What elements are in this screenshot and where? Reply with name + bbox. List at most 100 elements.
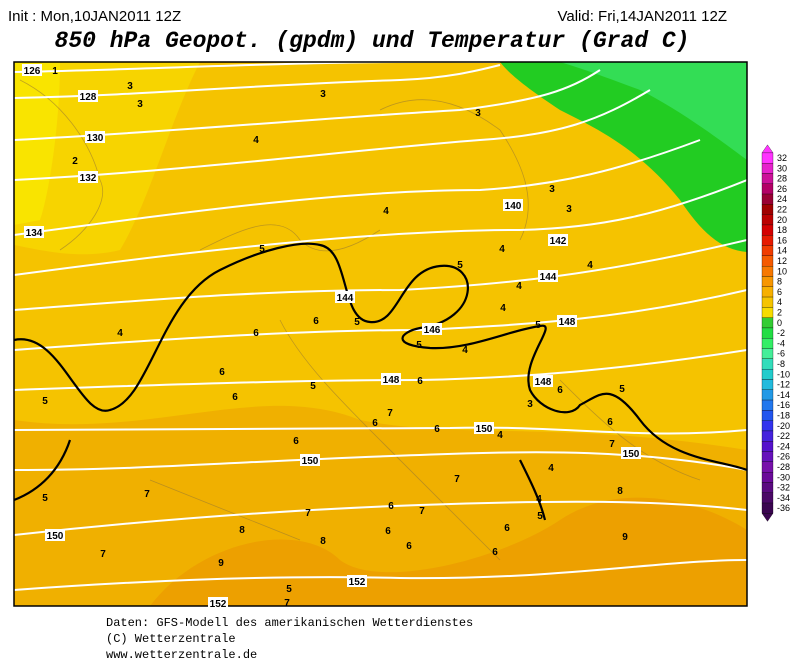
temperature-label: 2 — [72, 156, 78, 167]
label-background — [621, 447, 641, 459]
temperature-label: 9 — [218, 558, 224, 569]
temperature-label: 6 — [417, 376, 423, 387]
temperature-label: 4 — [516, 281, 522, 292]
colorbar-cap — [761, 513, 774, 522]
geopotential-label: 146 — [424, 325, 441, 336]
colorbar-label: 22 — [777, 205, 787, 215]
colorbar-label: 30 — [777, 163, 787, 173]
colorbar-segment — [761, 420, 774, 432]
temperature-label: 8 — [320, 536, 326, 547]
colorbar-segment — [761, 276, 774, 287]
temperature-label: 3 — [475, 108, 481, 119]
geopotential-label: 148 — [535, 377, 552, 388]
colorbar-label: 10 — [777, 266, 787, 276]
label-background — [347, 575, 367, 587]
temperature-label: 5 — [259, 244, 265, 255]
colorbar-label: -30 — [777, 472, 790, 482]
temperature-label: 5 — [537, 511, 543, 522]
temperature-label: 5 — [42, 396, 48, 407]
label-background — [78, 90, 98, 102]
geopotential-contours — [14, 62, 747, 591]
label-background — [474, 422, 494, 434]
colorbar-label: 2 — [777, 308, 782, 318]
geopotential-label: 140 — [505, 201, 522, 212]
map-area — [14, 62, 747, 606]
colorbar-segment — [761, 286, 774, 298]
geopotential-label: 150 — [47, 531, 64, 542]
geopotential-label: 126 — [24, 66, 41, 77]
temperature-label: 6 — [253, 328, 259, 339]
temperature-label: 3 — [549, 184, 555, 195]
colorbar-segment — [761, 430, 774, 442]
temperature-label: 4 — [548, 463, 554, 474]
label-background — [85, 131, 105, 143]
colorbar-segment — [761, 389, 774, 401]
temperature-label: 5 — [535, 320, 541, 331]
temperature-label: 4 — [383, 206, 389, 217]
temperature-label: 7 — [454, 474, 460, 485]
footer-line: (C) Wetterzentrale — [106, 632, 236, 646]
colorbar-segment — [761, 162, 774, 174]
colorbar-segment — [761, 379, 774, 390]
colorbar-segment — [761, 461, 774, 473]
geopotential-label: 148 — [383, 375, 400, 386]
colorbar-label: -18 — [777, 411, 790, 421]
temperature-label: 4 — [500, 303, 506, 314]
temperature-label: 6 — [492, 547, 498, 558]
geopotential-label: 150 — [476, 424, 493, 435]
colorbar-label: 6 — [777, 287, 782, 297]
temperature-label: 4 — [497, 430, 503, 441]
colorbar-segment — [761, 173, 774, 184]
colorbar-label: -20 — [777, 421, 790, 431]
temperature-label: 5 — [286, 584, 292, 595]
temperature-label: 4 — [587, 260, 593, 271]
temperature-label: 3 — [320, 89, 326, 100]
temperature-label: 6 — [385, 526, 391, 537]
colorbar-segment — [761, 183, 774, 195]
colorbar-segment — [761, 502, 774, 514]
colorbar-label: 18 — [777, 225, 787, 235]
temperature-label: 4 — [117, 328, 123, 339]
warm-zone — [150, 497, 747, 606]
coastlines — [19, 79, 701, 561]
label-background — [381, 373, 401, 385]
label-background — [503, 199, 523, 211]
colorbar-segment — [761, 368, 774, 380]
colorbar-segment — [761, 317, 774, 329]
colorbar-segment — [761, 296, 774, 308]
label-background — [548, 234, 568, 246]
temperature-label: 7 — [387, 408, 393, 419]
colorbar-segment — [761, 441, 774, 452]
temperature-label: 7 — [419, 506, 425, 517]
colorbar-label: -34 — [777, 493, 790, 503]
map-frame — [13, 61, 748, 607]
colorbar-cap — [761, 144, 774, 153]
temperature-label: 7 — [609, 439, 615, 450]
temperature-label: 6 — [388, 501, 394, 512]
temperature-label: 6 — [434, 424, 440, 435]
colorbar-segment — [761, 327, 774, 339]
colorbar-label: 4 — [777, 297, 782, 307]
colorbar-segment — [761, 235, 774, 246]
temperature-label: 5 — [42, 493, 48, 504]
colorbar-segment — [761, 358, 774, 370]
temperature-label: 4 — [499, 244, 505, 255]
temperature-label: 7 — [284, 598, 290, 609]
colorbar-segment — [761, 152, 774, 164]
temperature-label: 5 — [619, 384, 625, 395]
colorbar-segment — [761, 307, 774, 318]
temperature-label: 7 — [100, 549, 106, 560]
temperature-label: 5 — [354, 317, 360, 328]
colorbar-label: -26 — [777, 452, 790, 462]
geopotential-label: 150 — [302, 456, 319, 467]
colorbar-segment — [761, 214, 774, 226]
cool-zone — [14, 62, 60, 225]
colorbar-segment — [761, 255, 774, 267]
cold-zone — [560, 62, 747, 160]
colorbar-label: -6 — [777, 349, 785, 359]
colorbar-segment — [761, 410, 774, 421]
colorbar-segment — [761, 265, 774, 277]
colorbar-label: 24 — [777, 194, 787, 204]
footer-line: www.wetterzentrale.de — [106, 648, 257, 662]
